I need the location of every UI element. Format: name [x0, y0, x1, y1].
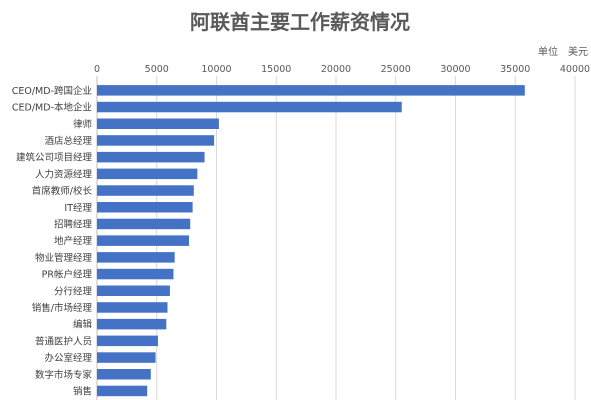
category-label: 数字市场专家 — [35, 369, 93, 381]
bars — [97, 85, 525, 397]
x-tick-label: 35000 — [500, 64, 530, 75]
x-tick-label: 40000 — [560, 64, 590, 75]
bar-4 — [97, 135, 215, 146]
bar-18 — [97, 369, 151, 380]
bar-11 — [97, 252, 175, 263]
x-tick-label: 0 — [94, 64, 100, 75]
category-label: 人力资源经理 — [35, 168, 93, 180]
x-tick-label: 15000 — [261, 64, 291, 75]
bar-10 — [97, 235, 190, 246]
bar-13 — [97, 285, 170, 296]
category-label: 销售 — [73, 385, 92, 397]
x-tick-label: 20000 — [321, 64, 351, 75]
category-label: 销售/市场经理 — [32, 302, 93, 314]
bar-3 — [97, 118, 219, 129]
unit-label: 单位 美元 — [538, 45, 588, 58]
bar-17 — [97, 352, 156, 363]
category-label: 分行经理 — [54, 285, 93, 297]
bar-5 — [97, 151, 205, 163]
category-label: 普通医护人员 — [35, 335, 92, 347]
bar-2 — [97, 101, 402, 113]
bar-7 — [97, 185, 194, 196]
x-tick-label: 5000 — [145, 64, 169, 75]
category-label: CED/MD-本地企业 — [12, 102, 92, 114]
category-label: 招聘经理 — [54, 218, 93, 230]
category-label: 酒店总经理 — [44, 135, 92, 147]
grid-layer — [96, 76, 576, 400]
x-tick-label: 25000 — [381, 64, 411, 75]
category-label: PR帐户经理 — [42, 269, 93, 281]
bar-8 — [97, 202, 193, 213]
category-label: CEO/MD-跨国企业 — [12, 85, 92, 97]
category-label: 编辑 — [73, 319, 93, 331]
x-axis: 0 5000 10000 15000 20000 25000 30000 35000 40000 — [94, 64, 590, 75]
bar-1 — [97, 85, 525, 96]
category-label: 物业管理经理 — [35, 252, 93, 264]
x-tick-label: 30000 — [440, 64, 470, 75]
x-tick-label: 10000 — [201, 64, 231, 75]
bar-19 — [97, 385, 148, 397]
y-axis: CEO/MD-跨国企业 CED/MD-本地企业律师酒店总经理建筑公司项目经理人力资… — [12, 85, 93, 398]
bar-9 — [97, 218, 191, 230]
bar-14 — [97, 302, 168, 313]
category-label: 地产经理 — [54, 235, 93, 247]
bar-15 — [97, 318, 167, 330]
category-label: IT经理 — [64, 202, 92, 214]
category-label: 律师 — [73, 118, 92, 130]
category-label: 首席教师/校长 — [32, 185, 93, 197]
category-label: 办公室经理 — [44, 352, 92, 364]
chart-title: 阿联酋主要工作薪资情况 — [190, 10, 410, 34]
category-label: 建筑公司项目经理 — [16, 152, 93, 164]
bar-6 — [97, 168, 198, 180]
bar-16 — [97, 335, 158, 347]
bar-12 — [97, 268, 174, 280]
